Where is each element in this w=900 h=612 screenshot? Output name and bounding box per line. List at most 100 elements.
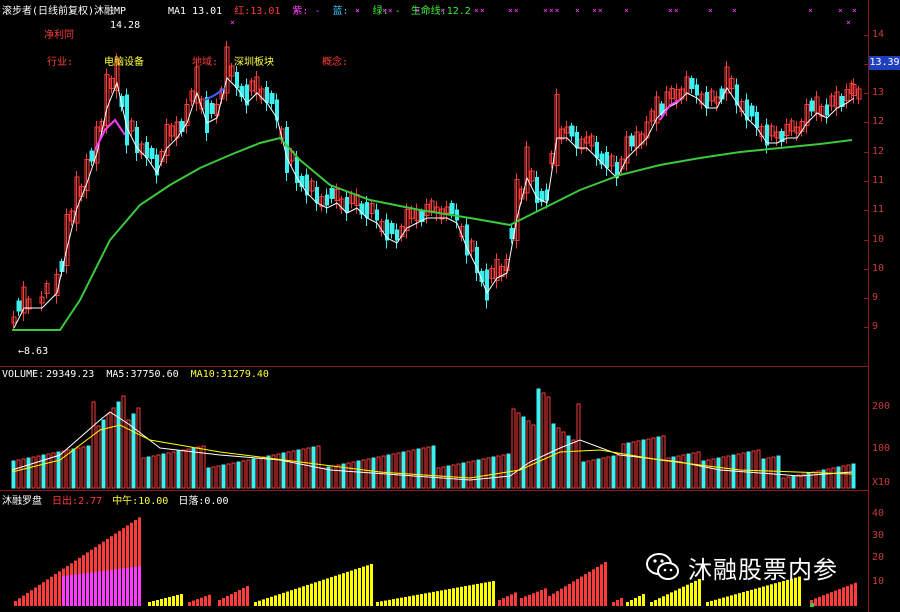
signal-marker: × bbox=[846, 18, 852, 27]
volume-bar bbox=[21, 458, 26, 489]
volume-bar bbox=[846, 464, 851, 489]
candle-body bbox=[169, 125, 175, 137]
compass-bar bbox=[520, 598, 523, 606]
volume-bar bbox=[696, 451, 701, 489]
compass-bar bbox=[334, 575, 337, 606]
signal-marker: × bbox=[852, 6, 858, 15]
compass-bar bbox=[798, 576, 801, 606]
compass-bar bbox=[540, 590, 543, 606]
compass-bar bbox=[690, 582, 693, 606]
signal-marker: × bbox=[708, 6, 714, 15]
compass-bar bbox=[662, 596, 665, 606]
volume-bar bbox=[811, 471, 816, 489]
volume-value: 29349.23 bbox=[46, 369, 95, 380]
volume-bar bbox=[361, 459, 366, 489]
volume-bar bbox=[556, 427, 561, 489]
candle-body bbox=[114, 59, 120, 91]
ma-label: MA1 bbox=[168, 6, 187, 17]
compass-bar bbox=[126, 525, 129, 606]
volume-bar bbox=[156, 454, 161, 489]
candle-body bbox=[44, 283, 50, 294]
compass-bar bbox=[50, 576, 53, 606]
compass-bar bbox=[552, 593, 555, 606]
lifeline-label: 生命线: bbox=[410, 6, 447, 17]
volume-bar bbox=[36, 455, 41, 489]
volume-label: VOLUME: bbox=[2, 369, 45, 380]
signal-marker: × bbox=[808, 6, 814, 15]
volume-bar bbox=[271, 454, 276, 489]
compass-bar bbox=[560, 588, 563, 606]
industry-tag: 行业: bbox=[47, 57, 74, 68]
compass-bar bbox=[790, 578, 793, 606]
compass-bar bbox=[742, 592, 745, 606]
compass-bar bbox=[424, 593, 427, 606]
compass-bar bbox=[456, 587, 459, 606]
price-axis-label: 9 bbox=[872, 321, 879, 332]
volume-bar bbox=[341, 463, 346, 489]
candle-body bbox=[709, 90, 715, 102]
red-value: 13.01 bbox=[250, 6, 281, 17]
compass-marker bbox=[810, 603, 814, 607]
volume-bar bbox=[551, 423, 556, 489]
volume-bar bbox=[106, 413, 111, 489]
compass-bar bbox=[130, 567, 133, 606]
compass-bar bbox=[826, 593, 829, 606]
candle-body bbox=[799, 121, 805, 132]
volume-bar bbox=[91, 401, 96, 489]
volume-bar bbox=[676, 455, 681, 489]
volume-bar bbox=[61, 450, 66, 489]
candle-body bbox=[229, 65, 235, 77]
volume-bar bbox=[621, 443, 626, 489]
candle-body bbox=[784, 124, 790, 136]
signal-marker: ××× bbox=[543, 6, 561, 15]
candle-body bbox=[535, 177, 539, 203]
volume-bar bbox=[71, 448, 76, 489]
compass-bar bbox=[86, 572, 89, 606]
compass-bar bbox=[376, 602, 379, 606]
volume-bar bbox=[76, 447, 81, 489]
volume-bar bbox=[596, 458, 601, 489]
candle-body bbox=[194, 66, 200, 104]
compass-bar bbox=[388, 599, 391, 606]
compass-bar bbox=[440, 590, 443, 606]
blue-segment bbox=[204, 87, 226, 101]
candle-body bbox=[379, 221, 385, 232]
compass-bar bbox=[842, 587, 845, 606]
volume-bar bbox=[326, 466, 331, 489]
volume-bar bbox=[356, 460, 361, 489]
compass-bar bbox=[290, 590, 293, 606]
compass-bar bbox=[814, 598, 817, 606]
candle-body bbox=[189, 90, 195, 102]
compass-bar bbox=[746, 590, 749, 606]
candle-body bbox=[329, 188, 335, 199]
volume-bar bbox=[716, 457, 721, 489]
compass-bar bbox=[114, 569, 117, 606]
axis-tick bbox=[864, 181, 869, 182]
compass-bar bbox=[26, 592, 29, 606]
watermark-text: 沐融股票内参 bbox=[688, 556, 838, 584]
volume-bar bbox=[576, 403, 581, 489]
volume-bar bbox=[41, 454, 46, 489]
compass-bar bbox=[794, 577, 797, 606]
candle-body bbox=[104, 74, 110, 126]
compass-bar bbox=[506, 596, 509, 606]
compass-bar bbox=[222, 598, 225, 606]
compass-bar bbox=[330, 577, 333, 606]
candle-body bbox=[404, 209, 410, 231]
purple-label: 紫: - bbox=[292, 6, 321, 17]
candle-body bbox=[285, 127, 289, 173]
volume-bar bbox=[101, 419, 106, 489]
volume-bar bbox=[161, 453, 166, 489]
candle-body bbox=[299, 176, 305, 187]
candle-body bbox=[624, 136, 630, 164]
ma-readout: MA1 13.01 红:13.01 紫: - 蓝: - 绿: - 生命线:12.… bbox=[168, 2, 471, 17]
compass-bar bbox=[346, 571, 349, 606]
candle-body bbox=[315, 187, 319, 203]
concept-tag: 概念: bbox=[322, 57, 349, 68]
volume-bar bbox=[466, 461, 471, 489]
noon-label: 中午: bbox=[112, 496, 139, 507]
compass-bar bbox=[604, 562, 607, 606]
compass-bar bbox=[838, 589, 841, 606]
candle-body bbox=[209, 103, 215, 114]
